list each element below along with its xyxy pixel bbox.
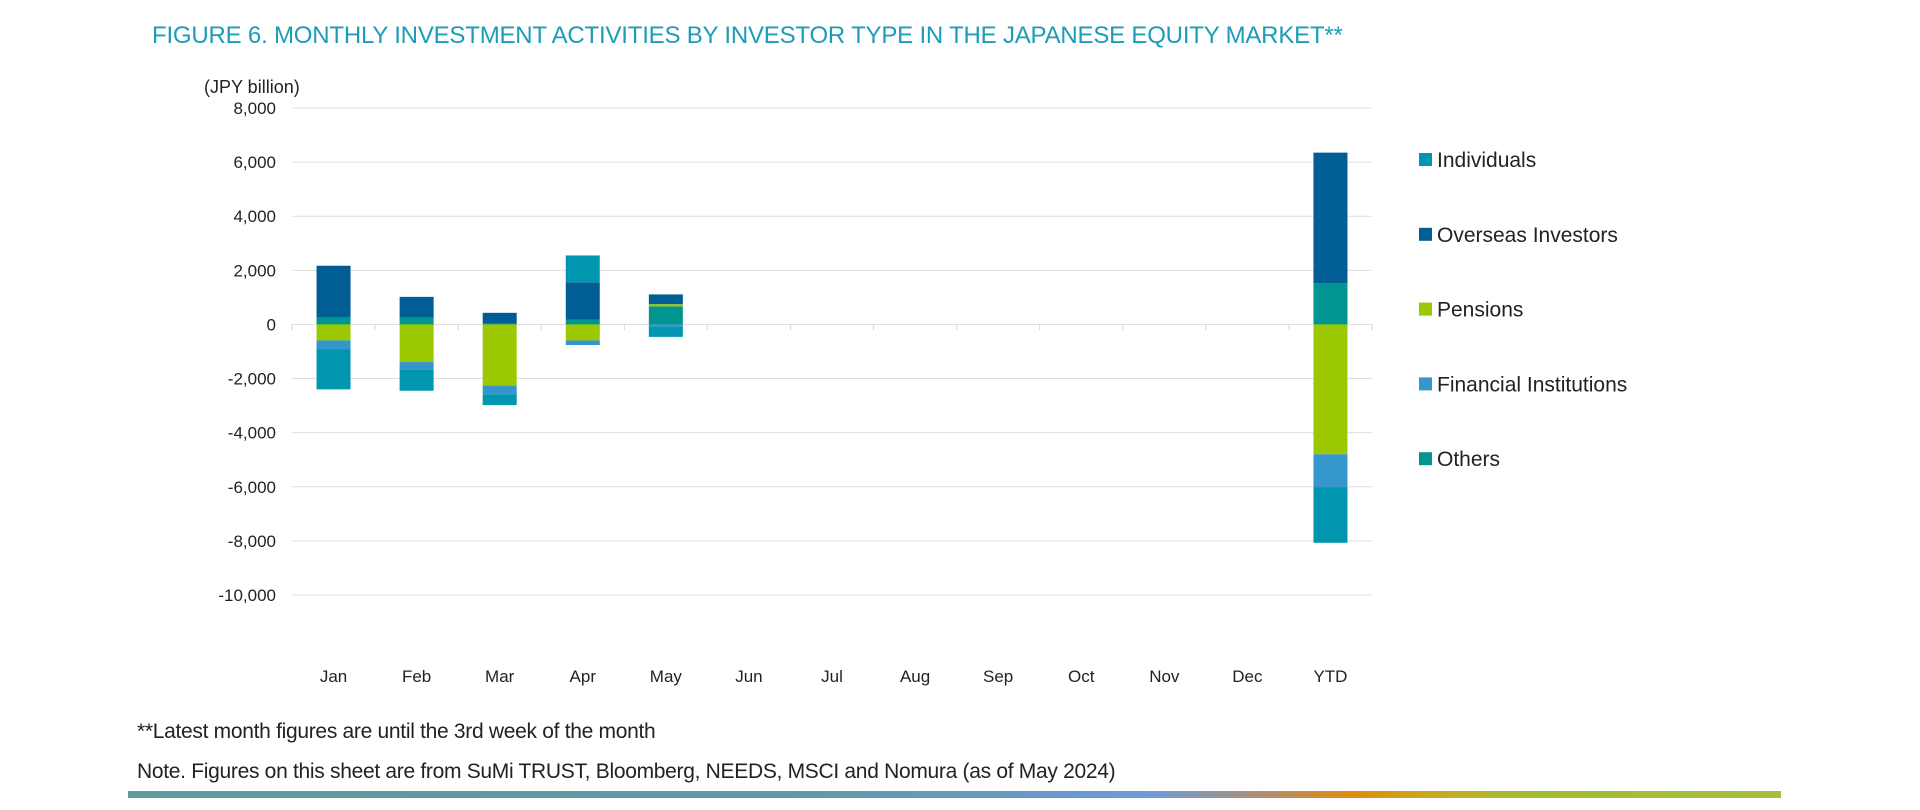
bar-segment-individuals-feb (399, 369, 434, 391)
bar-segment-pensions-jan (316, 324, 351, 341)
legend-swatch-others (1419, 452, 1432, 466)
bar-segment-financial-institutions-may (648, 324, 683, 327)
y-tick-label: 4,000 (233, 207, 276, 226)
y-tick-label: -8,000 (228, 532, 276, 551)
footnote-sources: Note. Figures on this sheet are from SuM… (137, 760, 1116, 783)
bar-segment-overseas-investors-apr (565, 282, 600, 320)
bar-segment-financial-institutions-ytd (1313, 454, 1348, 488)
legend-swatch-pensions (1419, 302, 1432, 316)
legend-swatch-financial-institutions (1419, 377, 1432, 391)
bar-segment-others-apr (565, 319, 600, 325)
legend-swatch-overseas-investors (1419, 227, 1432, 241)
stacked-bar-chart: (JPY billion) 8,000 6,000 4,000 2,000 0 -2,000… (204, 77, 1627, 686)
y-tick-label: 6,000 (233, 153, 276, 172)
x-tick-label: Dec (1232, 667, 1263, 686)
bar-segment-others-ytd (1313, 283, 1348, 325)
y-tick-label: -2,000 (228, 370, 276, 389)
y-tick-label: -10,000 (218, 586, 276, 605)
bar-segment-financial-institutions-jan (316, 340, 351, 350)
bar-segment-pensions-apr (565, 324, 600, 341)
bar-segment-overseas-investors-may (648, 294, 683, 305)
bar-segment-pensions-may (648, 304, 683, 307)
bar-segment-individuals-may (648, 326, 683, 337)
bar-segment-overseas-investors-mar (482, 312, 517, 324)
x-tick-label: Sep (983, 667, 1013, 686)
bar-segment-individuals-apr (565, 255, 600, 283)
x-tick-label: Aug (900, 667, 930, 686)
x-tick-label: Jan (320, 667, 347, 686)
bar-segment-individuals-mar (482, 394, 517, 406)
bar-segment-individuals-ytd (1313, 487, 1348, 543)
legend-label: Individuals (1437, 149, 1536, 172)
bar-segment-others-may (648, 306, 683, 325)
x-tick-label: Jul (821, 667, 843, 686)
x-tick-label: YTD (1313, 667, 1347, 686)
y-tick-label: 8,000 (233, 99, 276, 118)
legend-label: Others (1437, 448, 1500, 471)
decorative-gradient-bar (128, 791, 1781, 798)
bar-segment-others-feb (399, 317, 434, 325)
chart-title: FIGURE 6. MONTHLY INVESTMENT ACTIVITIES … (152, 22, 1343, 49)
bar-segment-others-mar (482, 323, 517, 325)
y-tick-label: -6,000 (228, 478, 276, 497)
x-tick-label: Apr (570, 667, 597, 686)
bar-segment-overseas-investors-feb (399, 296, 434, 318)
bar-segment-pensions-ytd (1313, 324, 1348, 455)
bar-segment-pensions-mar (482, 324, 517, 386)
bar-segment-financial-institutions-mar (482, 385, 517, 395)
y-tick-label: 2,000 (233, 261, 276, 280)
x-tick-label: Feb (402, 667, 431, 686)
x-tick-label: May (650, 667, 683, 686)
bar-segment-individuals-jan (316, 349, 351, 390)
y-tick-label: 0 (267, 315, 276, 334)
bar-segment-financial-institutions-feb (399, 362, 434, 370)
x-tick-label: Jun (735, 667, 762, 686)
y-axis-label: (JPY billion) (204, 77, 300, 97)
bar-segment-financial-institutions-apr (565, 340, 600, 346)
bar-segment-overseas-investors-ytd (1313, 152, 1348, 284)
legend-label: Pensions (1437, 299, 1523, 322)
bar-segment-pensions-feb (399, 324, 434, 363)
y-tick-label: -4,000 (228, 424, 276, 443)
legend-label: Financial Institutions (1437, 373, 1627, 396)
legend-label: Overseas Investors (1437, 224, 1618, 247)
x-tick-label: Nov (1149, 667, 1180, 686)
bar-segment-overseas-investors-jan (316, 265, 351, 318)
footnote-latest-month: **Latest month figures are until the 3rd… (137, 720, 656, 743)
bar-segment-others-jan (316, 317, 351, 325)
x-tick-label: Mar (485, 667, 515, 686)
x-tick-label: Oct (1068, 667, 1095, 686)
legend-swatch-individuals (1419, 153, 1432, 166)
